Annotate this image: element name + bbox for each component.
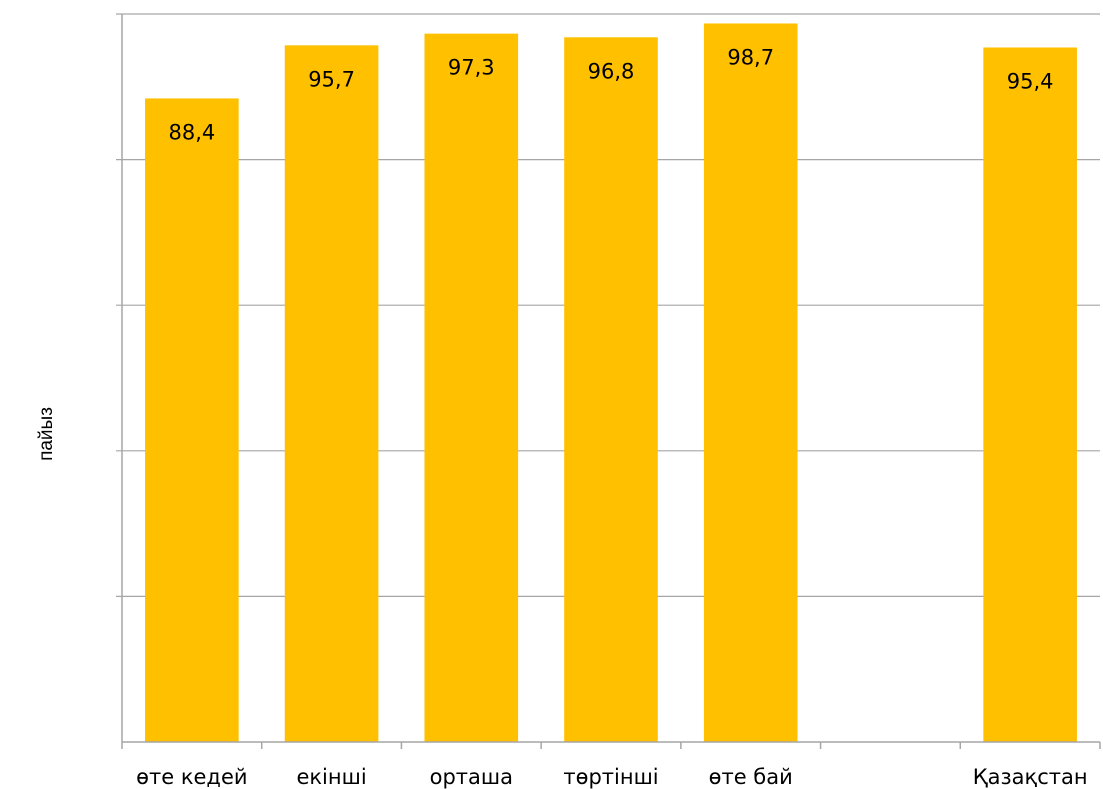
bar-3 — [564, 37, 658, 742]
data-label-0: 88,4 — [168, 120, 215, 144]
x-tick-label-0: өте кедей — [136, 765, 247, 789]
data-labels: 88,4 95,7 97,3 96,8 98,7 95,4 — [168, 45, 1053, 144]
data-label-4: 98,7 — [727, 45, 774, 69]
data-label-2: 97,3 — [448, 56, 495, 80]
x-tick-label-4: өте бай — [709, 765, 793, 789]
data-label-3: 96,8 — [588, 59, 635, 83]
bar-4 — [703, 23, 798, 743]
x-tick-label-1: екінші — [296, 765, 366, 789]
bar-6 — [983, 47, 1077, 743]
x-tick-label-6: Қазақстан — [973, 765, 1088, 789]
bars — [145, 23, 1077, 743]
x-tick-label-3: төртінші — [563, 765, 658, 789]
axes — [121, 14, 1101, 749]
x-tick-label-2: орташа — [430, 765, 513, 789]
x-tick-labels: өте кедей екінші орташа төртінші өте бай Қаза… — [136, 765, 1087, 789]
data-label-6: 95,4 — [1007, 69, 1054, 93]
y-axis-label: пайыз — [36, 407, 57, 461]
bar-0 — [145, 98, 239, 742]
bar-1 — [284, 45, 379, 742]
data-label-1: 95,7 — [308, 67, 355, 91]
bar-2 — [424, 33, 519, 742]
